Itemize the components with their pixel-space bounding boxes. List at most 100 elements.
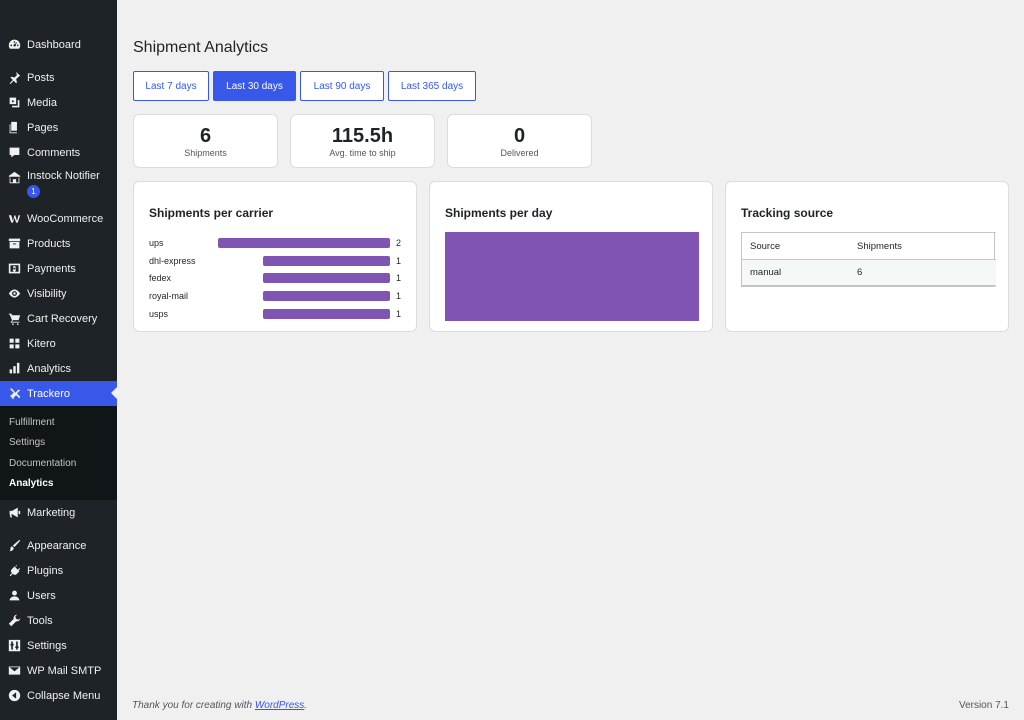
carrier-bar-track xyxy=(219,291,390,302)
dollar-icon xyxy=(7,262,21,276)
footer-text: Thank you for creating with xyxy=(132,700,255,711)
per-day-chart-area xyxy=(445,232,699,321)
card-title: Shipments per carrier xyxy=(149,206,274,220)
carrier-row: ups 2 xyxy=(149,234,401,252)
carrier-bar xyxy=(262,255,390,266)
plane-icon xyxy=(7,387,21,401)
stat-shipments: 6 Shipments xyxy=(133,114,278,168)
carrier-bar xyxy=(262,309,390,320)
sidebar-item-plugins[interactable]: Plugins xyxy=(0,558,117,583)
footer-period: . xyxy=(304,700,308,711)
tab-last-30-days[interactable]: Last 30 days xyxy=(213,71,296,101)
tab-last-365-days[interactable]: Last 365 days xyxy=(388,71,476,101)
sidebar-item-collapse-menu[interactable]: Collapse Menu xyxy=(0,683,117,708)
pin-icon xyxy=(7,71,21,85)
woocommerce-icon xyxy=(7,212,21,226)
stat-label: Shipments xyxy=(184,147,227,158)
footer-version: Version 7.1 xyxy=(958,700,1009,711)
carrier-row: usps 1 xyxy=(149,305,401,323)
submenu-item-analytics[interactable]: Analytics xyxy=(9,478,54,490)
carrier-count: 1 xyxy=(395,255,401,266)
carrier-count: 1 xyxy=(395,291,401,302)
sidebar-item-label: Posts xyxy=(27,71,55,84)
carrier-name: usps xyxy=(149,309,169,320)
sidebar-item-label: Comments xyxy=(27,146,81,159)
sidebar-item-label: Marketing xyxy=(27,506,76,519)
carrier-count: 1 xyxy=(395,273,401,284)
sidebar-item-marketing[interactable]: Marketing xyxy=(0,500,117,525)
dashboard-icon xyxy=(7,38,21,52)
sidebar-item-posts[interactable]: Posts xyxy=(0,65,117,90)
sidebar-item-users[interactable]: Users xyxy=(0,583,117,608)
stat-label: Delivered xyxy=(500,147,539,158)
card-title: Shipments per day xyxy=(445,206,553,220)
trackero-submenu: Fulfillment Settings Documentation Analytic… xyxy=(0,406,117,500)
sidebar-item-label: Collapse Menu xyxy=(27,689,101,702)
menu-separator xyxy=(0,525,117,533)
tab-last-90-days[interactable]: Last 90 days xyxy=(300,71,384,101)
carrier-bar-track xyxy=(217,237,390,248)
collapse-icon xyxy=(7,689,21,703)
tab-last-7-days[interactable]: Last 7 days xyxy=(133,71,209,101)
per-day-card: Shipments per day xyxy=(429,181,713,332)
table-header-row: Source Shipments xyxy=(742,232,996,260)
cart-icon xyxy=(7,312,21,326)
grid-icon xyxy=(7,337,21,351)
sidebar-item-analytics[interactable]: Analytics xyxy=(0,356,117,381)
carrier-row: dhl-express 1 xyxy=(149,252,401,270)
sidebar-item-trackero[interactable]: Trackero xyxy=(0,381,117,406)
settings-icon xyxy=(7,639,21,653)
column-header-source: Source xyxy=(742,232,849,260)
carrier-count: 2 xyxy=(395,237,401,248)
sidebar-item-instock-notifier[interactable]: Instock Notifier 1 xyxy=(0,165,117,198)
sidebar-item-settings[interactable]: Settings xyxy=(0,633,117,658)
submenu-item-documentation[interactable]: Documentation xyxy=(9,457,77,469)
sidebar-item-label: Appearance xyxy=(27,539,87,552)
stat-value: 115.5h xyxy=(331,124,394,147)
sidebar-item-visibility[interactable]: Visibility xyxy=(0,281,117,306)
sidebar-item-comments[interactable]: Comments xyxy=(0,140,117,165)
sidebar-item-label: Analytics xyxy=(27,362,72,375)
sidebar-item-label: WooCommerce xyxy=(27,212,104,225)
sidebar-item-label: Settings xyxy=(27,639,67,652)
eye-icon xyxy=(7,287,21,301)
carrier-row: fedex 1 xyxy=(149,270,401,288)
wordpress-link[interactable]: WordPress xyxy=(254,700,305,711)
sidebar-item-products[interactable]: Products xyxy=(0,231,117,256)
page-title: Shipment Analytics xyxy=(133,39,269,56)
card-title: Tracking source xyxy=(741,206,834,220)
carrier-bar-list: ups 2 dhl-express 1 fedex 1 royal-mail 1 usps 1 xyxy=(149,234,401,323)
carrier-bar-track xyxy=(219,255,390,266)
carrier-name: dhl-express xyxy=(149,255,196,266)
sidebar-item-label: Media xyxy=(27,96,57,109)
sidebar-item-pages[interactable]: Pages xyxy=(0,115,117,140)
tracking-source-card: Tracking source Source Shipments manual … xyxy=(725,181,1009,332)
stat-label: Avg. time to ship xyxy=(329,147,396,158)
stat-avg-time: 115.5h Avg. time to ship xyxy=(290,114,435,168)
sidebar-item-appearance[interactable]: Appearance xyxy=(0,533,117,558)
carrier-name: fedex xyxy=(149,273,172,284)
sidebar-item-label: Products xyxy=(27,237,71,250)
sidebar-item-tools[interactable]: Tools xyxy=(0,608,117,633)
sidebar-item-cart-recovery[interactable]: Cart Recovery xyxy=(0,306,117,331)
carrier-name: ups xyxy=(149,237,164,248)
source-table: Source Shipments manual 6 xyxy=(742,232,996,286)
footer-credit: Thank you for creating with WordPress. xyxy=(132,700,307,711)
submenu-item-settings[interactable]: Settings xyxy=(9,437,46,449)
user-icon xyxy=(7,589,21,603)
sidebar-item-woocommerce[interactable]: WooCommerce xyxy=(0,206,117,231)
bar-chart-icon xyxy=(7,362,21,376)
submenu-item-fulfillment[interactable]: Fulfillment xyxy=(9,416,55,428)
sidebar-item-media[interactable]: Media xyxy=(0,90,117,115)
sidebar-item-wp-mail-smtp[interactable]: WP Mail SMTP xyxy=(0,658,117,683)
wrench-icon xyxy=(7,614,21,628)
sidebar-item-payments[interactable]: Payments xyxy=(0,256,117,281)
sidebar-item-label: WP Mail SMTP xyxy=(27,664,102,677)
stats-row: 6 Shipments 115.5h Avg. time to ship 0 D… xyxy=(133,114,592,168)
sidebar-item-kitero[interactable]: Kitero xyxy=(0,331,117,356)
source-table-wrap: Source Shipments manual 6 xyxy=(741,232,996,287)
carrier-name: royal-mail xyxy=(149,291,189,302)
comments-icon xyxy=(7,146,21,160)
sidebar-item-dashboard[interactable]: Dashboard xyxy=(0,32,117,57)
admin-menu: Dashboard Posts Media Pages Comments Instock … xyxy=(0,0,117,708)
